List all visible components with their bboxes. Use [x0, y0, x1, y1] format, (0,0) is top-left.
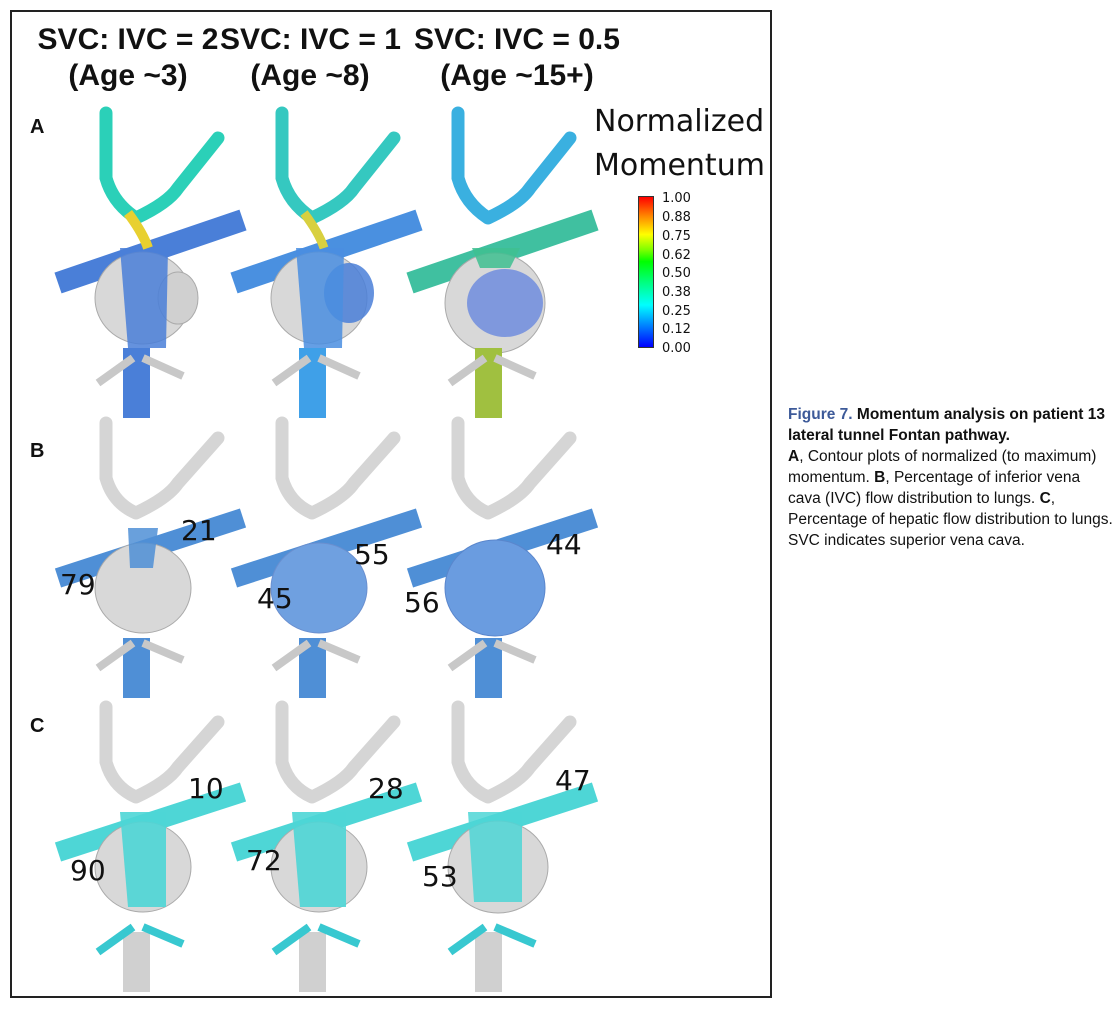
- row-c-left-value-1: 90: [70, 854, 106, 887]
- row-b-right-value-2: 55: [354, 538, 390, 571]
- caption-panel-b-text: , Percentage of inferior vena cava (IVC)…: [788, 469, 1081, 507]
- legend-title-line-2: Momentum: [594, 148, 765, 183]
- row-c-right-value-2: 28: [368, 772, 404, 805]
- colorbar-tick: 0.62: [662, 248, 691, 263]
- row-c-vessel-2: [230, 700, 423, 992]
- colorbar-tick: 0.88: [662, 210, 691, 225]
- column-ratio-1: SVC: IVC = 2: [37, 23, 219, 56]
- column-ratio-3: SVC: IVC = 0.5: [414, 23, 620, 56]
- figure-panel: SVC: IVC = 2 (Age ~3) SVC: IVC = 1 (Age …: [10, 10, 772, 998]
- caption-panel-a-letter: A: [788, 448, 800, 465]
- legend-title-line-1: Normalized: [594, 104, 765, 139]
- row-a-vessel-3: [406, 106, 599, 418]
- colorbar-tick: 0.38: [662, 285, 691, 300]
- caption-figure-title: Momentum analysis on patient 13 lateral …: [788, 406, 1105, 444]
- colorbar-tick: 0.25: [662, 304, 691, 319]
- caption-panel-a-text: , Contour plots of normalized (to maximu…: [788, 448, 1097, 486]
- row-b-vessel-3: [406, 416, 599, 698]
- row-c-right-value-3: 47: [555, 764, 591, 797]
- row-b-left-value-2: 45: [257, 582, 293, 615]
- row-a-vessel-2: [230, 106, 423, 418]
- row-b-vessel-2: [230, 416, 423, 698]
- row-b-vessel-1: [54, 416, 247, 698]
- row-c-vessel-3: [406, 700, 599, 992]
- column-age-3: (Age ~15+): [440, 59, 594, 92]
- figure-caption: Figure 7. Momentum analysis on patient 1…: [788, 404, 1113, 551]
- column-header-1: SVC: IVC = 2 (Age ~3): [28, 22, 228, 94]
- row-label-a: A: [30, 116, 45, 138]
- colorbar-tick: 0.50: [662, 266, 691, 281]
- column-age-1: (Age ~3): [68, 59, 188, 92]
- column-header-2: SVC: IVC = 1 (Age ~8): [220, 22, 401, 94]
- column-header-3: SVC: IVC = 0.5 (Age ~15+): [412, 22, 622, 94]
- column-ratio-2: SVC: IVC = 1: [220, 23, 401, 56]
- row-label-c: C: [30, 715, 45, 737]
- row-b-right-value-3: 44: [546, 528, 582, 561]
- colorbar-tick: 0.00: [662, 341, 691, 356]
- caption-panel-b-letter: B: [874, 469, 886, 486]
- row-b-right-value-1: 21: [181, 514, 217, 547]
- row-a-vessel-1: [54, 106, 247, 418]
- legend-title: Normalized Momentum: [594, 100, 765, 188]
- colorbar-tick: 0.12: [662, 322, 691, 337]
- caption-figure-label: Figure 7.: [788, 406, 853, 423]
- colorbar: [638, 196, 654, 348]
- row-b-left-value-3: 56: [404, 586, 440, 619]
- row-label-b: B: [30, 440, 45, 462]
- row-c-left-value-3: 53: [422, 860, 458, 893]
- colorbar-tick: 1.00: [662, 191, 691, 206]
- row-c-vessel-1: [54, 700, 247, 992]
- colorbar-tick: 0.75: [662, 229, 691, 244]
- row-c-left-value-2: 72: [246, 844, 282, 877]
- caption-panel-c-letter: C: [1039, 490, 1051, 507]
- row-b-left-value-1: 79: [60, 568, 96, 601]
- caption-panel-c-text: , Percentage of hepatic flow distributio…: [788, 490, 1113, 549]
- column-age-2: (Age ~8): [250, 59, 370, 92]
- row-c-right-value-1: 10: [188, 772, 224, 805]
